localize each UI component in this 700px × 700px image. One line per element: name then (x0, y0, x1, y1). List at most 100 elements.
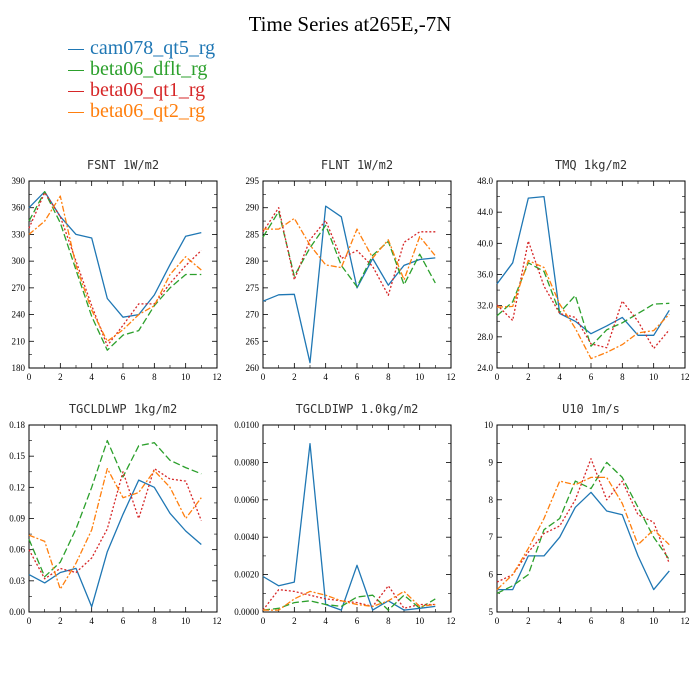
y-tick-label: 180 (12, 363, 26, 373)
y-tick-label: 0.09 (9, 514, 25, 524)
y-tick-label: 32.0 (477, 301, 493, 311)
y-tick-label: 390 (12, 176, 26, 186)
series-line-beta06_qt2_rg (28, 467, 202, 590)
legend-label: beta06_qt1_rg (90, 79, 206, 101)
panel-title: TMQ 1kg/m2 (555, 158, 627, 172)
series-line-cam078_qt5_rg (28, 479, 202, 608)
x-tick-label: 4 (89, 616, 94, 626)
x-tick-label: 8 (620, 372, 625, 382)
y-tick-label: 330 (12, 229, 26, 239)
y-tick-label: 0.03 (9, 576, 25, 586)
x-tick-label: 2 (526, 372, 531, 382)
x-tick-label: 4 (557, 616, 562, 626)
x-tick-label: 8 (620, 616, 625, 626)
y-tick-label: 0.0040 (234, 532, 259, 542)
chart-title: Time Series at265E,-7N (248, 12, 452, 36)
x-tick-label: 12 (447, 616, 456, 626)
y-tick-label: 5 (489, 607, 494, 617)
legend-label: beta06_qt2_rg (90, 100, 206, 122)
y-tick-label: 8 (489, 495, 494, 505)
panel-frame (28, 424, 218, 613)
series-line-beta06_qt1_rg (496, 240, 670, 350)
legend-item: beta06_qt1_rg (64, 80, 284, 101)
y-tick-label: 24.0 (477, 363, 493, 373)
x-tick-label: 10 (181, 372, 191, 382)
panel-title: TGCLDLWP 1kg/m2 (69, 402, 177, 416)
y-tick-label: 0.0100 (234, 420, 259, 430)
x-tick-label: 12 (681, 616, 690, 626)
x-tick-label: 12 (681, 372, 690, 382)
y-tick-label: 0.12 (9, 482, 25, 492)
x-tick-label: 10 (649, 372, 659, 382)
series-line-beta06_dflt_rg (28, 191, 202, 351)
y-tick-label: 265 (246, 336, 260, 346)
x-tick-label: 0 (261, 372, 266, 382)
x-tick-label: 2 (58, 616, 63, 626)
x-tick-label: 0 (495, 372, 500, 382)
y-tick-label: 0.15 (9, 451, 25, 461)
panel-frame (28, 180, 218, 369)
series-line-beta06_qt2_rg (263, 217, 436, 281)
x-tick-label: 10 (649, 616, 659, 626)
series-line-beta06_dflt_rg (262, 210, 436, 288)
x-tick-label: 4 (89, 372, 94, 382)
legend-item: cam078_qt5_rg (64, 38, 284, 59)
series-line-beta06_qt2_rg (28, 195, 202, 342)
x-tick-label: 6 (355, 372, 360, 382)
legend-swatch (68, 70, 84, 71)
series-line-beta06_dflt_rg (262, 594, 436, 611)
y-tick-label: 360 (12, 203, 26, 213)
y-tick-label: 36.0 (477, 270, 493, 280)
legend: cam078_qt5_rg beta06_dflt_rg beta06_qt1_… (64, 38, 284, 122)
y-tick-label: 10 (484, 420, 494, 430)
x-tick-label: 6 (589, 372, 594, 382)
x-tick-label: 8 (152, 372, 157, 382)
y-tick-label: 290 (246, 203, 260, 213)
x-tick-label: 6 (121, 372, 126, 382)
x-tick-label: 4 (323, 616, 328, 626)
x-tick-label: 4 (323, 372, 328, 382)
panel-title: FSNT 1W/m2 (87, 158, 159, 172)
x-tick-label: 0 (495, 616, 500, 626)
y-tick-label: 0.0000 (234, 607, 259, 617)
legend-swatch (68, 91, 84, 92)
panel-frame (262, 424, 452, 613)
x-tick-label: 10 (181, 616, 191, 626)
x-tick-label: 12 (213, 616, 222, 626)
y-tick-label: 0.0080 (234, 457, 259, 467)
y-tick-label: 240 (12, 310, 26, 320)
x-tick-label: 8 (386, 372, 391, 382)
series-line-beta06_dflt_rg (496, 262, 670, 347)
y-tick-label: 48.0 (477, 176, 493, 186)
series-line-cam078_qt5_rg (28, 191, 202, 318)
series-line-beta06_qt1_rg (28, 467, 202, 580)
panel-frame (262, 180, 452, 369)
x-tick-label: 2 (526, 616, 531, 626)
y-tick-label: 0.0060 (234, 495, 259, 505)
x-tick-label: 8 (386, 616, 391, 626)
x-tick-label: 12 (447, 372, 456, 382)
panel-frame (496, 180, 686, 369)
y-tick-label: 280 (246, 256, 260, 266)
series-line-beta06_dflt_rg (28, 439, 202, 578)
x-tick-label: 2 (292, 372, 297, 382)
panel-title: FLNT 1W/m2 (321, 158, 393, 172)
y-tick-label: 0.06 (9, 545, 25, 555)
y-tick-label: 9 (489, 457, 494, 467)
x-tick-label: 6 (121, 616, 126, 626)
series-line-beta06_qt2_rg (496, 476, 670, 591)
x-tick-label: 10 (415, 372, 425, 382)
y-tick-label: 295 (246, 176, 260, 186)
x-tick-label: 0 (27, 616, 32, 626)
x-tick-label: 6 (589, 616, 594, 626)
legend-swatch (68, 49, 84, 50)
y-tick-label: 6 (489, 570, 494, 580)
y-tick-label: 0.00 (9, 607, 25, 617)
y-tick-label: 260 (246, 363, 260, 373)
x-tick-label: 4 (557, 372, 562, 382)
y-tick-label: 270 (12, 283, 26, 293)
y-tick-label: 275 (246, 283, 260, 293)
series-line-beta06_qt1_rg (262, 207, 436, 296)
legend-label: beta06_dflt_rg (90, 58, 208, 80)
